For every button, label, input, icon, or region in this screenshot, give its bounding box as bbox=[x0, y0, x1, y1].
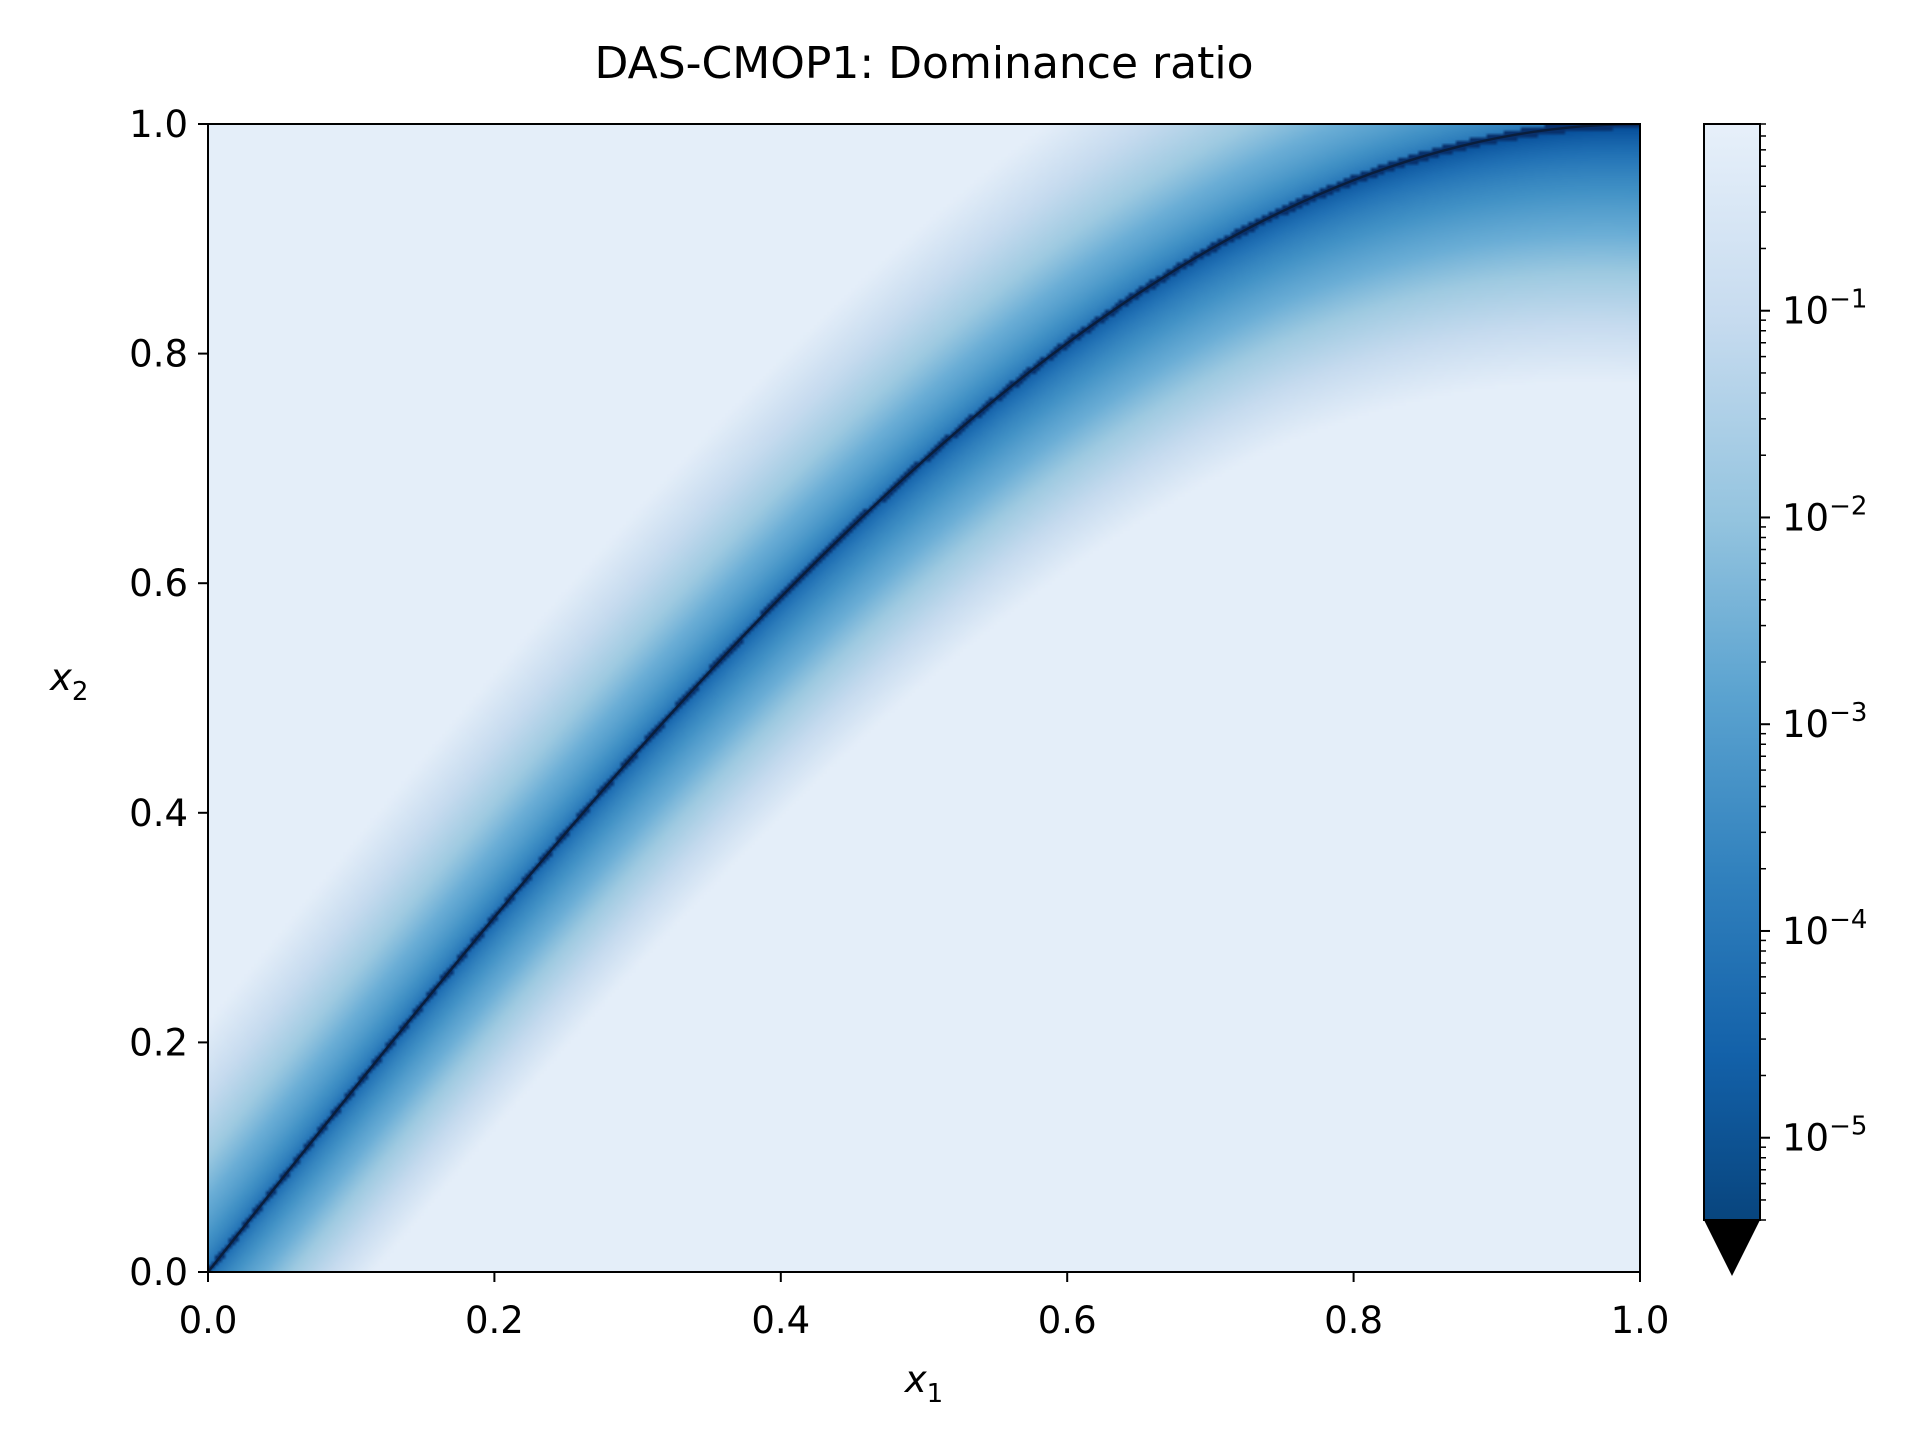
colorbar-frame bbox=[1703, 123, 1761, 1221]
heatmap-area bbox=[208, 124, 1640, 1272]
x-tick-label: 0.0 bbox=[179, 1299, 238, 1342]
y-tick-label: 0.4 bbox=[129, 792, 188, 835]
pareto-boundary-curve bbox=[208, 124, 1640, 1272]
colorbar-tick-exponent: −3 bbox=[1829, 698, 1867, 728]
colorbar-tick-base: 10 bbox=[1782, 703, 1829, 746]
x-axis: 0.0 0.2 0.4 0.6 0.8 1.0 bbox=[179, 1272, 1670, 1342]
x-tick-label: 0.6 bbox=[1038, 1299, 1097, 1342]
x-tick-label: 1.0 bbox=[1611, 1299, 1670, 1342]
heatmap-image bbox=[208, 124, 1640, 1272]
y-tick-label: 0.0 bbox=[129, 1251, 188, 1294]
colorbar-tick-label: 10−2 bbox=[1782, 491, 1867, 539]
x-axis-label-sub: 1 bbox=[927, 1379, 944, 1409]
colorbar-tick-label: 10−5 bbox=[1782, 1112, 1867, 1160]
colorbar-tick-exponent: −5 bbox=[1829, 1112, 1867, 1142]
y-tick-label: 1.0 bbox=[129, 103, 188, 146]
y-tick-label: 0.6 bbox=[129, 562, 188, 605]
y-tick-label: 0.2 bbox=[129, 1021, 188, 1064]
x-axis-label-base: x bbox=[904, 1358, 928, 1401]
colorbar-tick-base: 10 bbox=[1782, 1117, 1829, 1160]
x-tick-label: 0.8 bbox=[1324, 1299, 1383, 1342]
y-axis-label-sub: 2 bbox=[72, 677, 89, 707]
y-tick-label: 0.8 bbox=[129, 333, 188, 376]
colorbar-minor-ticks bbox=[1760, 123, 1766, 1221]
colorbar-tick-label: 10−4 bbox=[1782, 905, 1867, 953]
x-tick-label: 0.2 bbox=[465, 1299, 524, 1342]
y-axis-label: x2 bbox=[49, 656, 88, 707]
colorbar-tick-exponent: −2 bbox=[1829, 491, 1867, 521]
colorbar-tick-label: 10−1 bbox=[1782, 285, 1867, 333]
colorbar-tick-exponent: −1 bbox=[1829, 285, 1867, 315]
plot-frame bbox=[207, 123, 1641, 1273]
colorbar-major-ticks: 10−110−210−310−410−5 bbox=[1760, 285, 1867, 1160]
colorbar-tick-label: 10−3 bbox=[1782, 698, 1867, 746]
chart-title: DAS-CMOP1: Dominance ratio bbox=[595, 38, 1254, 89]
x-axis-label: x1 bbox=[904, 1358, 943, 1409]
colorbar-tick-base: 10 bbox=[1782, 910, 1829, 953]
y-axis: 0.0 0.2 0.4 0.6 0.8 1.0 bbox=[129, 103, 208, 1294]
colorbar-extend-triangle bbox=[1704, 1220, 1760, 1276]
colorbar-gradient bbox=[1704, 124, 1760, 1220]
colorbar-tick-base: 10 bbox=[1782, 290, 1829, 333]
colorbar-tick-exponent: −4 bbox=[1829, 905, 1867, 935]
x-tick-label: 0.4 bbox=[751, 1299, 810, 1342]
y-axis-label-base: x bbox=[49, 656, 73, 699]
colorbar: 10−110−210−310−410−5 bbox=[1703, 123, 1867, 1276]
colorbar-tick-base: 10 bbox=[1782, 496, 1829, 539]
